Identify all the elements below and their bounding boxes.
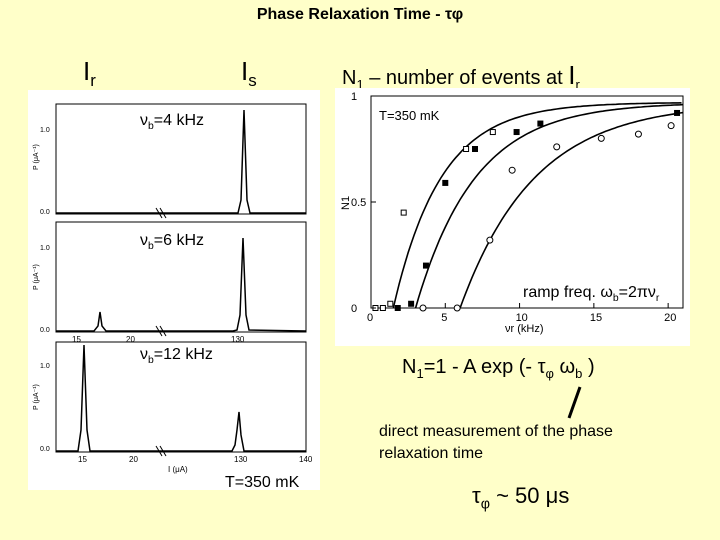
ytick: 0.0 [40, 446, 50, 453]
panel-xlabel: I (μA) [168, 465, 188, 474]
data-point [667, 122, 675, 130]
data-point [634, 130, 642, 138]
data-point [537, 120, 544, 127]
data-points [372, 109, 681, 312]
ytick: 1.0 [40, 127, 50, 134]
x-tick-label: 10 [516, 312, 528, 324]
fit-curve [459, 111, 684, 309]
y-axis-label: N1 [340, 196, 352, 210]
data-point [453, 304, 461, 312]
histogram-svg: P (μA⁻¹) 1.0 0.0 P (μA⁻¹) 1.0 0.0 15 20 … [33, 103, 313, 474]
y-tick-label: 0.5 [351, 197, 366, 209]
xtick: 130 [231, 335, 245, 344]
arrow-icon [567, 386, 582, 419]
data-point [489, 129, 496, 136]
histogram-2: P (μA⁻¹) 1.0 0.0 15 20 130 [33, 221, 307, 344]
left-temperature: T=350 mK [225, 474, 300, 491]
xtick: 15 [78, 455, 87, 464]
xtick: 130 [234, 455, 248, 464]
panel-ylabel: P (μA⁻¹) [33, 384, 40, 410]
data-point [379, 305, 386, 311]
result-text: τφ ~ 50 μs [472, 483, 570, 513]
y-tick-label: 0 [351, 303, 357, 315]
data-point [422, 262, 429, 269]
xtick: 140 [299, 455, 313, 464]
x-tick-label: 15 [590, 312, 602, 324]
data-point [442, 179, 449, 186]
ir-label: Ir [83, 56, 96, 91]
ytick: 1.0 [40, 245, 50, 252]
n1-chart-svg: 0 5 10 15 20 0 0.5 1 T=350 mK νr (kHz) N1 [340, 91, 684, 335]
histogram-panels: P (μA⁻¹) 1.0 0.0 P (μA⁻¹) 1.0 0.0 15 20 … [28, 90, 320, 490]
chart-title: T=350 mK [379, 108, 440, 123]
nu-12khz-label: νb=12 kHz [140, 346, 213, 367]
fit-curve [392, 102, 682, 309]
data-point [394, 305, 401, 311]
xtick: 20 [129, 455, 138, 464]
x-tick-label: 5 [441, 312, 447, 324]
data-point [674, 109, 681, 116]
fit-curves [392, 102, 684, 309]
x-tick-label: 0 [367, 312, 373, 324]
data-point [400, 209, 407, 216]
panel-ylabel: P (μA⁻¹) [33, 264, 40, 290]
ytick: 0.0 [40, 327, 50, 334]
fit-formula: N1=1 - A exp (- τφ ωb ) [402, 356, 595, 381]
axis-ticks: 0 5 10 15 20 0 0.5 1 [351, 91, 676, 324]
panel-ylabel: P (μA⁻¹) [33, 144, 40, 170]
ytick: 1.0 [40, 363, 50, 370]
x-tick-label: 20 [664, 312, 676, 324]
data-point [553, 143, 561, 151]
direct-measurement-text: direct measurement of the phase relaxati… [379, 423, 613, 462]
histogram-3: P (μA⁻¹) 1.0 0.0 15 20 130 140 I (μA) [33, 341, 313, 474]
y-tick-label: 1 [351, 91, 357, 103]
data-point [597, 134, 605, 142]
xtick: 15 [72, 335, 81, 344]
ramp-frequency-label: ramp freq. ωb=2πνr [523, 284, 660, 305]
plot-frame [370, 95, 684, 309]
data-point [513, 129, 520, 136]
data-point [408, 300, 415, 307]
is-label: Is [241, 56, 257, 91]
slide-title: Phase Relaxation Time - τφ [256, 6, 464, 23]
histogram-1: P (μA⁻¹) 1.0 0.0 [33, 103, 307, 219]
xtick: 20 [126, 335, 135, 344]
n1-description: N1 – number of events at Ir [342, 60, 580, 92]
data-point [387, 300, 394, 307]
fit-curve [414, 103, 684, 309]
data-point [472, 146, 478, 152]
data-point [508, 166, 516, 174]
data-point [486, 236, 494, 244]
ytick: 0.0 [40, 209, 50, 216]
n1-chart: 0 5 10 15 20 0 0.5 1 T=350 mK νr (kHz) N1 [335, 88, 690, 346]
nu-4khz-label: νb=4 kHz [140, 112, 205, 133]
nu-6khz-label: νb=6 kHz [140, 232, 205, 253]
data-point [463, 146, 470, 152]
x-axis-label: νr (kHz) [505, 323, 544, 335]
data-point [419, 304, 427, 312]
